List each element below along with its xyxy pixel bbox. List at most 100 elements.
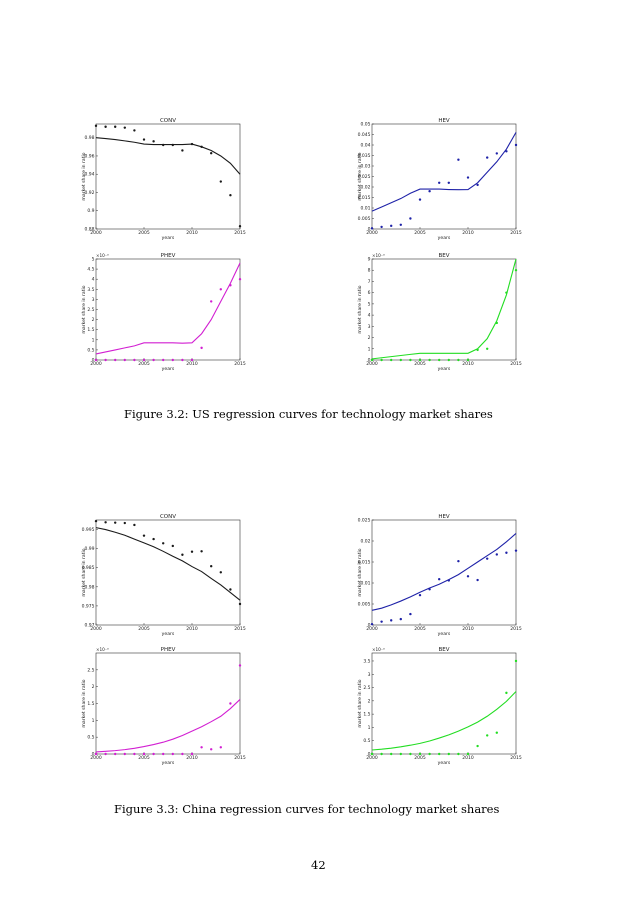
data-point bbox=[370, 227, 374, 230]
regression-line bbox=[95, 699, 241, 753]
data-point bbox=[505, 150, 508, 153]
x-tick-label: 2015 bbox=[510, 626, 522, 632]
plot-frame bbox=[95, 519, 241, 626]
data-point bbox=[190, 358, 194, 362]
y-axis-label: market share in ratio bbox=[81, 548, 87, 596]
y-tick-label: 0.9 bbox=[87, 208, 94, 214]
y-tick-label: 3 bbox=[368, 672, 371, 678]
data-point bbox=[229, 588, 232, 591]
x-axis-label: years bbox=[162, 366, 175, 372]
data-point bbox=[476, 578, 479, 582]
y-tick-label: 0.02 bbox=[360, 185, 370, 191]
chart-china-hev: HEV 2000 2005 2010 2015 0 0.005 0.01 0.015 0.02 0.… bbox=[357, 514, 522, 637]
data-point bbox=[495, 553, 498, 556]
data-point bbox=[428, 190, 431, 193]
y-tick-label: 0.985 bbox=[82, 565, 95, 571]
y-tick-label: 2 bbox=[368, 698, 371, 704]
y-tick-label: 0.92 bbox=[84, 190, 94, 196]
data-point bbox=[238, 664, 242, 667]
data-point bbox=[390, 358, 393, 362]
data-point bbox=[486, 734, 489, 737]
data-point bbox=[114, 125, 117, 128]
data-point bbox=[476, 744, 479, 748]
y-tick-label: 0.005 bbox=[358, 602, 371, 608]
data-point bbox=[152, 358, 155, 362]
data-point bbox=[399, 752, 402, 756]
data-point bbox=[390, 224, 393, 228]
data-point bbox=[457, 158, 460, 161]
y-tick-label: 0.5 bbox=[87, 347, 94, 353]
chart-us-bev: BEV ×10⁻³ 2000 2005 2010 2015 0 1 2 3 4 5 6 7 8 9 years m… bbox=[357, 253, 522, 372]
y-tick-label: 4 bbox=[368, 313, 371, 319]
data-point bbox=[466, 176, 470, 179]
data-point bbox=[190, 752, 194, 756]
x-tick-label: 2010 bbox=[186, 361, 198, 367]
y-axis-label: market share in ratio bbox=[81, 285, 87, 333]
y-tick-label: 5 bbox=[92, 257, 95, 263]
data-point bbox=[114, 521, 117, 524]
y-tick-label: 0 bbox=[368, 358, 371, 364]
data-point bbox=[210, 748, 213, 751]
data-point bbox=[219, 571, 222, 574]
data-point bbox=[457, 358, 460, 362]
data-point bbox=[399, 223, 402, 226]
data-point bbox=[505, 551, 508, 554]
data-point bbox=[447, 358, 450, 362]
data-point bbox=[162, 542, 165, 545]
y-axis-label: market share in ratio bbox=[357, 152, 363, 200]
y-axis-label: market share in ratio bbox=[81, 679, 87, 727]
chart-us-conv: CONV 2000 2005 2010 2015 0.88 0.9 0.92 0.94 0.96 0… bbox=[81, 118, 246, 241]
regression-line bbox=[371, 258, 517, 360]
data-point bbox=[390, 752, 393, 756]
data-point bbox=[152, 140, 155, 143]
data-point bbox=[200, 746, 203, 749]
data-point bbox=[438, 358, 441, 362]
y-axis-label: market share in ratio bbox=[357, 285, 363, 333]
data-point bbox=[447, 181, 450, 184]
x-axis-label: years bbox=[438, 631, 451, 637]
chart-title: CONV bbox=[160, 118, 176, 124]
data-point bbox=[466, 752, 470, 756]
y-tick-label: 0 bbox=[368, 227, 371, 233]
data-point bbox=[466, 358, 470, 362]
data-point bbox=[200, 550, 203, 553]
x-axis-label: years bbox=[438, 366, 451, 372]
data-point bbox=[238, 278, 242, 281]
y-tick-label: 0 bbox=[92, 358, 95, 364]
data-point bbox=[210, 565, 213, 568]
data-point bbox=[104, 125, 107, 128]
y-tick-label: 0.015 bbox=[358, 560, 371, 566]
data-point bbox=[495, 731, 498, 734]
y-tick-label: 2 bbox=[92, 684, 95, 690]
chart-title: HEV bbox=[438, 514, 450, 520]
y-tick-label: 9 bbox=[368, 257, 371, 263]
data-point bbox=[181, 553, 184, 556]
data-point bbox=[142, 534, 146, 537]
data-point bbox=[123, 126, 126, 129]
data-point bbox=[142, 358, 146, 362]
y-tick-label: 3 bbox=[92, 297, 95, 303]
x-tick-label: 2010 bbox=[186, 230, 198, 236]
x-axis-label: years bbox=[438, 760, 451, 766]
data-point bbox=[133, 358, 136, 362]
y-tick-label: 0.035 bbox=[358, 153, 371, 159]
x-tick-label: 2010 bbox=[186, 755, 198, 761]
data-point bbox=[123, 752, 126, 756]
data-point bbox=[399, 617, 402, 621]
data-point bbox=[104, 358, 107, 362]
x-tick-label: 2000 bbox=[90, 361, 102, 367]
x-tick-label: 2000 bbox=[90, 230, 102, 236]
y-tick-label: 7 bbox=[368, 279, 371, 285]
x-tick-label: 2010 bbox=[462, 230, 474, 236]
x-tick-label: 2015 bbox=[234, 230, 246, 236]
y-tick-label: 3.5 bbox=[87, 287, 94, 293]
plot-frame bbox=[371, 258, 517, 361]
data-point bbox=[152, 752, 155, 756]
y-tick-label: 0.03 bbox=[360, 164, 370, 170]
x-tick-label: 2000 bbox=[366, 755, 378, 761]
x-tick-label: 2000 bbox=[90, 755, 102, 761]
x-tick-label: 2015 bbox=[234, 755, 246, 761]
data-point bbox=[409, 358, 412, 362]
data-point bbox=[229, 702, 232, 705]
x-tick-label: 2015 bbox=[510, 755, 522, 761]
